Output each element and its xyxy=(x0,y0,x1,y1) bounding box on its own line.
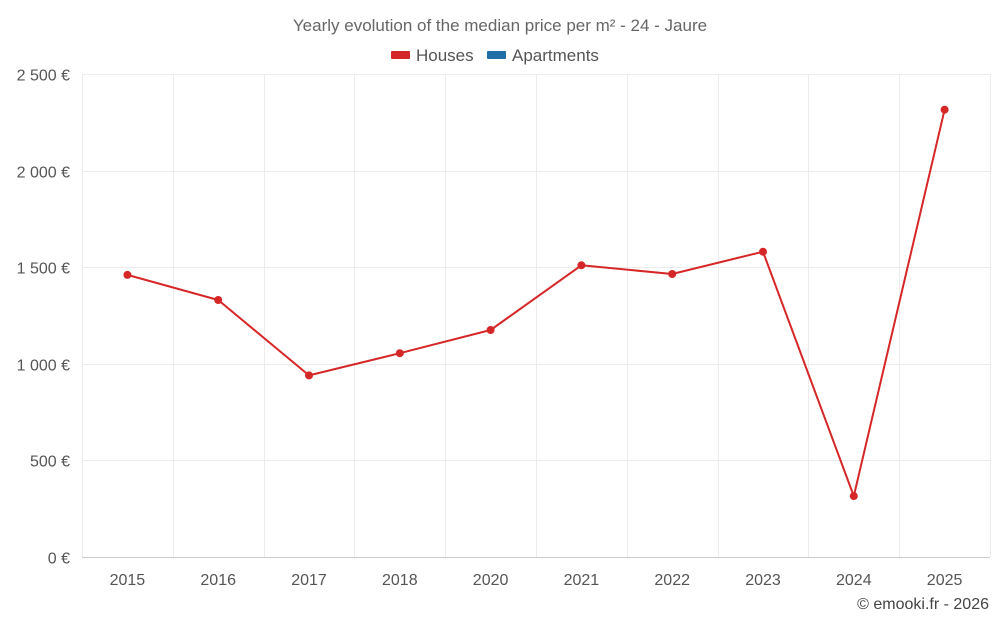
y-tick-label: 0 € xyxy=(48,551,70,568)
data-point[interactable] xyxy=(395,349,404,358)
grid xyxy=(82,74,991,557)
chart-title: Yearly evolution of the median price per… xyxy=(293,16,707,35)
x-tick-label: 2021 xyxy=(564,572,600,589)
x-tick-label: 2023 xyxy=(745,572,781,589)
y-axis-ticks: 0 € 500 € 1 000 € 1 500 € 2 000 € 2 500 € xyxy=(17,68,70,568)
x-tick-label: 2024 xyxy=(836,572,872,589)
x-axis-ticks: 2015 2016 2017 2018 2020 2021 2022 2023 2024 2025 xyxy=(110,572,963,589)
x-tick-label: 2017 xyxy=(291,572,327,589)
data-point[interactable] xyxy=(123,270,132,279)
credit-text: © emooki.fr - 2026 xyxy=(857,596,989,613)
data-point[interactable] xyxy=(940,105,949,114)
x-tick-label: 2022 xyxy=(654,572,690,589)
legend-item-apartments[interactable]: Apartments xyxy=(487,46,599,65)
data-point[interactable] xyxy=(577,261,586,270)
legend-label-apartments: Apartments xyxy=(512,46,599,65)
legend-label-houses: Houses xyxy=(416,46,474,65)
x-tick-label: 2016 xyxy=(200,572,236,589)
legend-swatch-apartments xyxy=(487,51,506,59)
y-tick-label: 2 500 € xyxy=(17,68,70,85)
x-tick-label: 2025 xyxy=(927,572,963,589)
data-point[interactable] xyxy=(214,296,223,304)
data-point[interactable] xyxy=(486,326,495,334)
data-point[interactable] xyxy=(759,247,767,256)
y-tick-label: 1 000 € xyxy=(17,358,70,375)
x-tick-label: 2018 xyxy=(382,572,418,589)
y-tick-label: 500 € xyxy=(30,454,70,471)
legend-swatch-houses xyxy=(391,51,410,59)
y-tick-label: 1 500 € xyxy=(17,261,70,278)
x-tick-label: 2015 xyxy=(110,572,146,589)
series-houses xyxy=(123,105,949,501)
y-tick-label: 2 000 € xyxy=(17,165,70,182)
data-point[interactable] xyxy=(849,492,858,501)
data-point[interactable] xyxy=(305,371,313,380)
legend: Houses Apartments xyxy=(391,46,599,65)
x-tick-label: 2020 xyxy=(473,572,509,589)
data-point[interactable] xyxy=(668,270,677,278)
series-line-houses xyxy=(127,109,946,498)
legend-item-houses[interactable]: Houses xyxy=(391,46,474,65)
